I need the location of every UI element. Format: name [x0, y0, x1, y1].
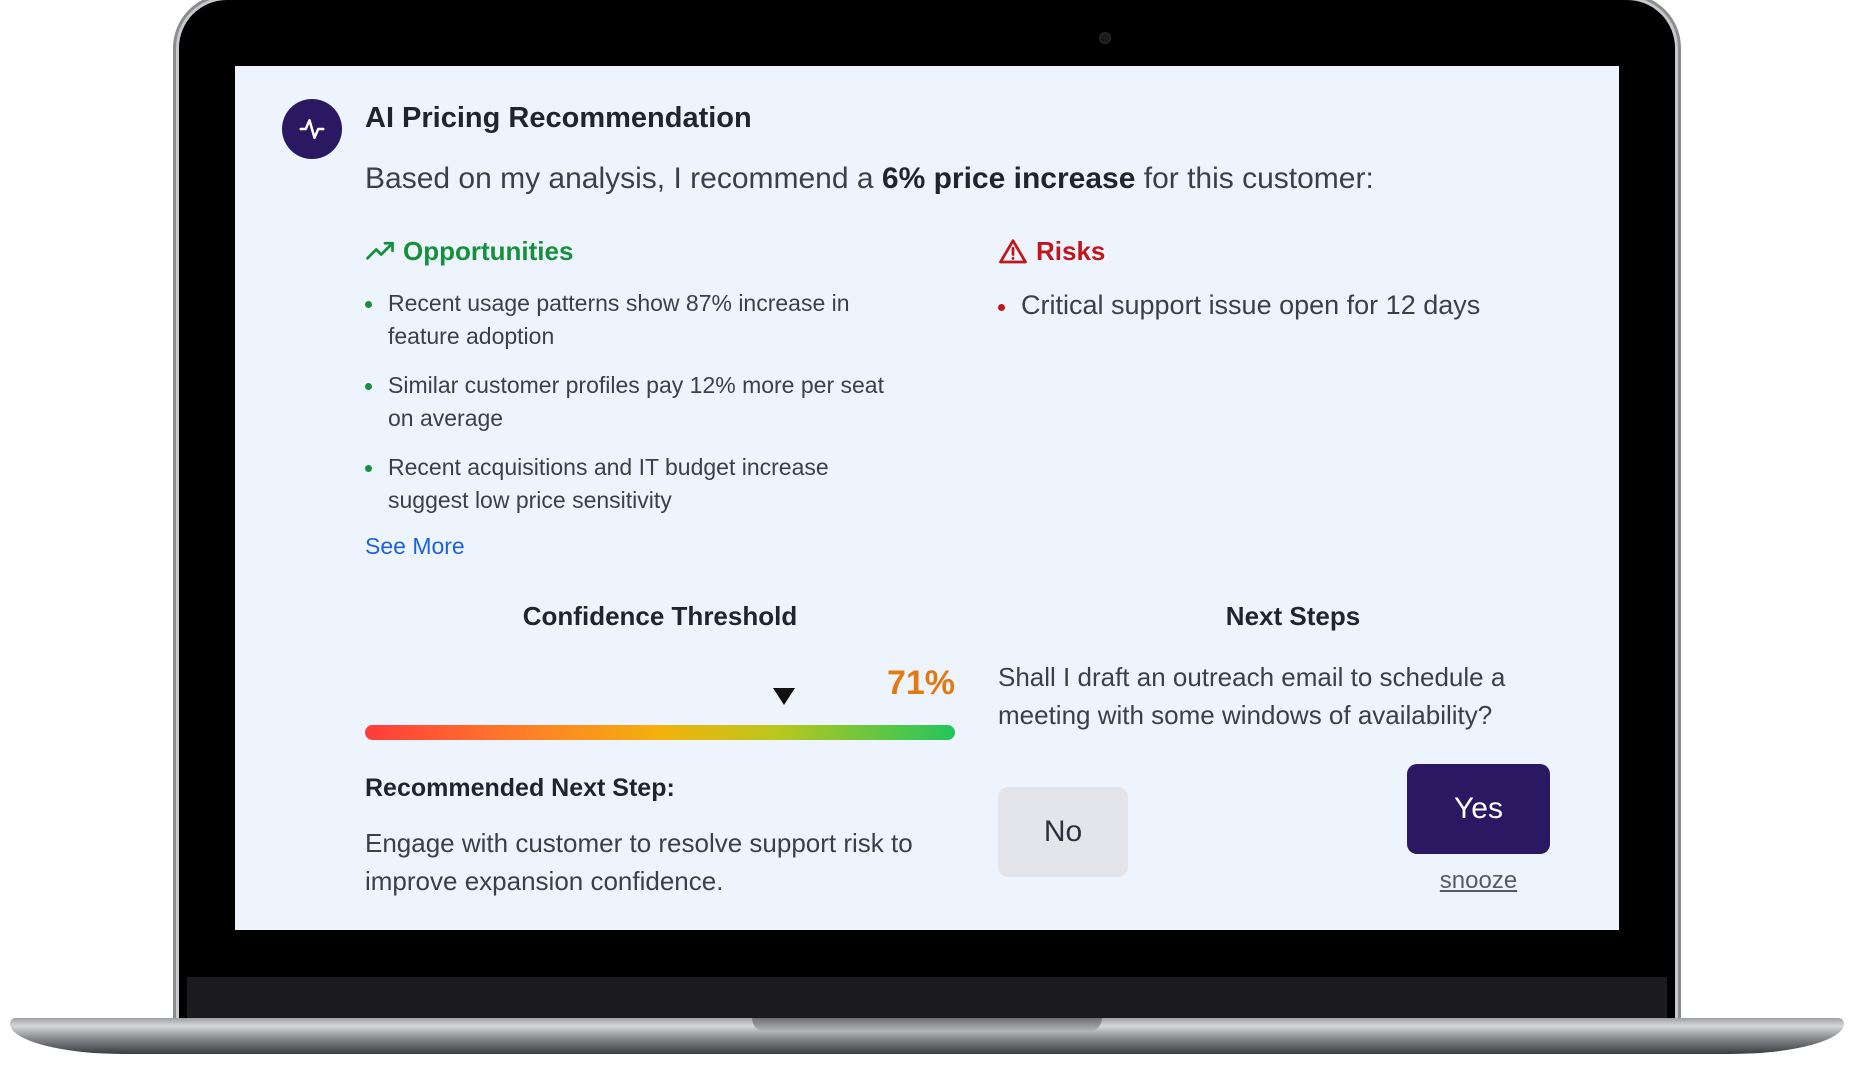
laptop-base-notch	[752, 1018, 1102, 1032]
risks-heading: Risks	[998, 236, 1105, 267]
opportunities-heading-label: Opportunities	[403, 236, 574, 266]
confidence-marker-icon	[772, 688, 795, 705]
recommendation-summary: Based on my analysis, I recommend a 6% p…	[365, 162, 1374, 196]
yes-button[interactable]: Yes	[1407, 764, 1550, 854]
recommended-next-step-text: Engage with customer to resolve support …	[365, 828, 913, 896]
summary-text-after: for this customer:	[1135, 162, 1374, 195]
snooze-link[interactable]: snooze	[1439, 867, 1518, 894]
warning-triangle-icon	[999, 238, 1027, 263]
recommended-next-step-title: Recommended Next Step:	[365, 774, 675, 802]
assistant-avatar	[282, 99, 342, 159]
next-steps-question: Shall I draft an outreach email to sched…	[998, 662, 1506, 730]
list-item: Recent usage patterns show 87% increase …	[365, 287, 905, 353]
confidence-threshold-title: Confidence Threshold	[522, 601, 798, 631]
recommendation-screen: AI Pricing Recommendation Based on my an…	[235, 66, 1619, 930]
activity-pulse-icon	[299, 119, 325, 139]
list-item: Critical support issue open for 12 days	[998, 289, 1558, 322]
list-item: Similar customer profiles pay 12% more p…	[365, 369, 905, 435]
price-increase-highlight: 6% price increase	[881, 162, 1136, 195]
risks-list: Critical support issue open for 12 days	[998, 289, 1558, 322]
confidence-gradient-bar	[365, 725, 955, 740]
opportunities-heading: Opportunities	[365, 236, 573, 267]
summary-text-before: Based on my analysis, I recommend a	[365, 162, 882, 195]
no-button[interactable]: No	[998, 787, 1128, 877]
next-steps-title: Next Steps	[1225, 601, 1361, 631]
see-more-link[interactable]: See More	[365, 533, 465, 559]
confidence-value: 71%	[886, 664, 955, 702]
camera-icon	[1099, 32, 1111, 44]
list-item: Recent acquisitions and IT budget increa…	[365, 451, 905, 517]
card-title: AI Pricing Recommendation	[365, 102, 752, 134]
risks-heading-label: Risks	[1036, 236, 1106, 266]
laptop-bezel-bottom	[187, 977, 1667, 1025]
opportunities-list: Recent usage patterns show 87% increase …	[365, 287, 905, 533]
trending-up-icon	[366, 241, 394, 260]
